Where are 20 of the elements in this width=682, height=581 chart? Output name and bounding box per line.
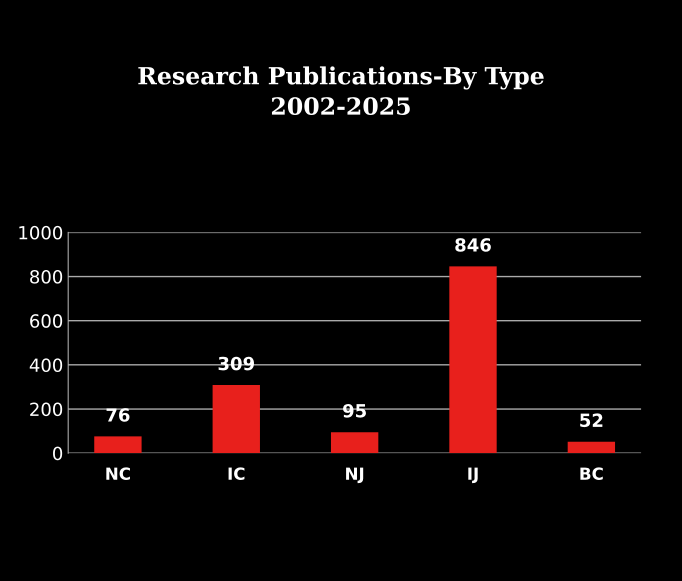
bar [330, 432, 378, 454]
x-tick-label: BC [580, 467, 603, 480]
data-label: 52 [580, 413, 602, 428]
bar [568, 442, 616, 454]
y-tick-label: 800 [30, 270, 62, 284]
y-tick-label: 400 [30, 358, 62, 372]
y-tick-label: 0 [53, 446, 62, 460]
x-tick-label: NC [106, 467, 130, 480]
chart-title: Research Publications-By Type 2002-2025 [138, 66, 544, 115]
y-tick-label: 1000 [19, 226, 62, 240]
data-label: 846 [455, 238, 491, 252]
data-label: 76 [106, 408, 130, 422]
bar [212, 384, 260, 454]
x-tick-label: IJ [468, 468, 478, 484]
x-tick-label: NJ [346, 468, 364, 484]
y-tick-label: 600 [30, 314, 62, 328]
bar [94, 436, 142, 454]
x-tick-label: IC [228, 467, 244, 480]
y-tick-label: 200 [30, 402, 62, 416]
bar [449, 266, 497, 454]
